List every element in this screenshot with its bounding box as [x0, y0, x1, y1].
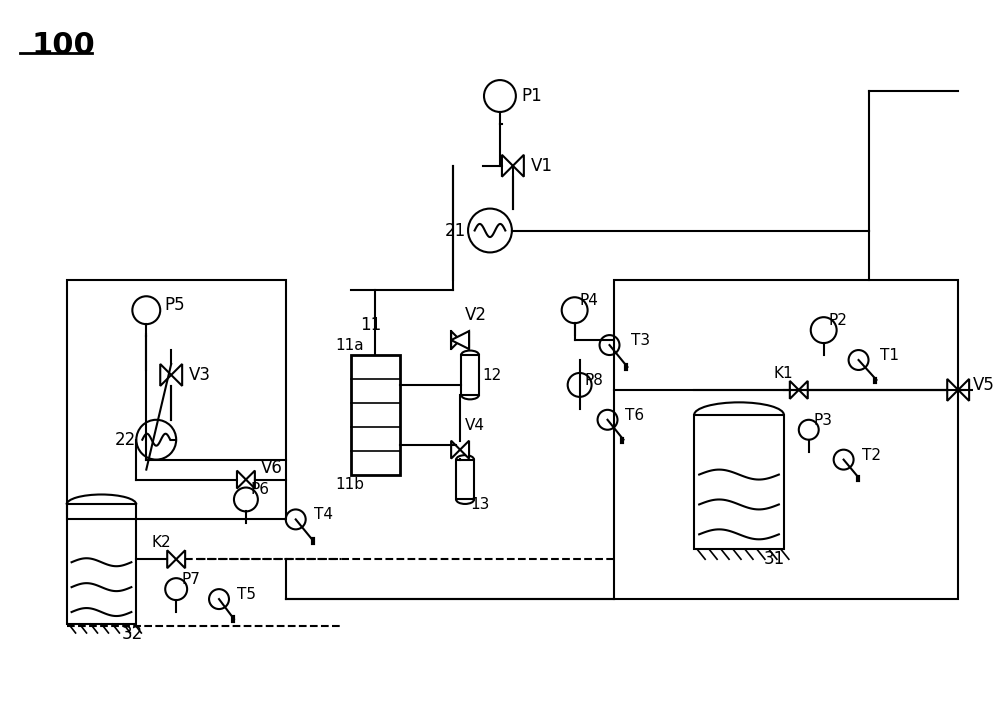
Text: 11: 11: [360, 316, 382, 334]
Text: 100: 100: [32, 31, 95, 60]
Text: P4: P4: [580, 293, 599, 309]
Text: 12: 12: [482, 368, 501, 383]
Polygon shape: [460, 441, 469, 459]
Bar: [456, 460, 474, 499]
Bar: [67, 505, 136, 624]
Text: 31: 31: [764, 550, 785, 568]
Polygon shape: [246, 470, 255, 489]
Polygon shape: [958, 379, 969, 401]
Text: T6: T6: [625, 408, 645, 423]
Bar: [351, 355, 400, 475]
Polygon shape: [160, 364, 171, 386]
Polygon shape: [513, 155, 524, 176]
Text: T1: T1: [880, 348, 899, 363]
Text: P7: P7: [181, 572, 200, 587]
Text: 13: 13: [470, 497, 489, 513]
Text: T2: T2: [862, 448, 881, 462]
Text: 22: 22: [114, 431, 136, 449]
Text: T3: T3: [631, 333, 651, 348]
Text: 32: 32: [121, 625, 143, 643]
Text: V4: V4: [465, 417, 485, 433]
Polygon shape: [502, 155, 513, 176]
Polygon shape: [171, 364, 182, 386]
Text: 21: 21: [445, 221, 466, 240]
Polygon shape: [237, 470, 246, 489]
Bar: [694, 415, 784, 550]
Polygon shape: [799, 381, 808, 399]
Polygon shape: [451, 331, 469, 349]
Text: K1: K1: [774, 366, 794, 381]
Polygon shape: [167, 550, 176, 568]
Bar: [67, 280, 286, 519]
Text: V5: V5: [973, 376, 995, 394]
Text: P1: P1: [522, 87, 543, 105]
Text: P2: P2: [829, 313, 848, 328]
Bar: [614, 280, 958, 599]
Polygon shape: [176, 550, 185, 568]
Text: P6: P6: [251, 483, 270, 497]
Text: P5: P5: [164, 296, 185, 314]
Text: 11a: 11a: [336, 338, 364, 353]
Text: T4: T4: [314, 507, 333, 523]
Text: V2: V2: [465, 306, 487, 325]
Text: P8: P8: [585, 373, 603, 388]
Text: V3: V3: [189, 366, 211, 384]
Text: P3: P3: [814, 413, 833, 428]
Polygon shape: [451, 441, 460, 459]
Text: T5: T5: [237, 587, 256, 602]
Text: V6: V6: [261, 459, 283, 476]
Polygon shape: [790, 381, 799, 399]
Polygon shape: [460, 331, 469, 349]
Polygon shape: [947, 379, 958, 401]
Bar: [461, 355, 479, 395]
Text: V1: V1: [531, 157, 553, 175]
Polygon shape: [451, 331, 460, 349]
Text: K2: K2: [151, 535, 171, 550]
Text: 11b: 11b: [336, 477, 365, 492]
